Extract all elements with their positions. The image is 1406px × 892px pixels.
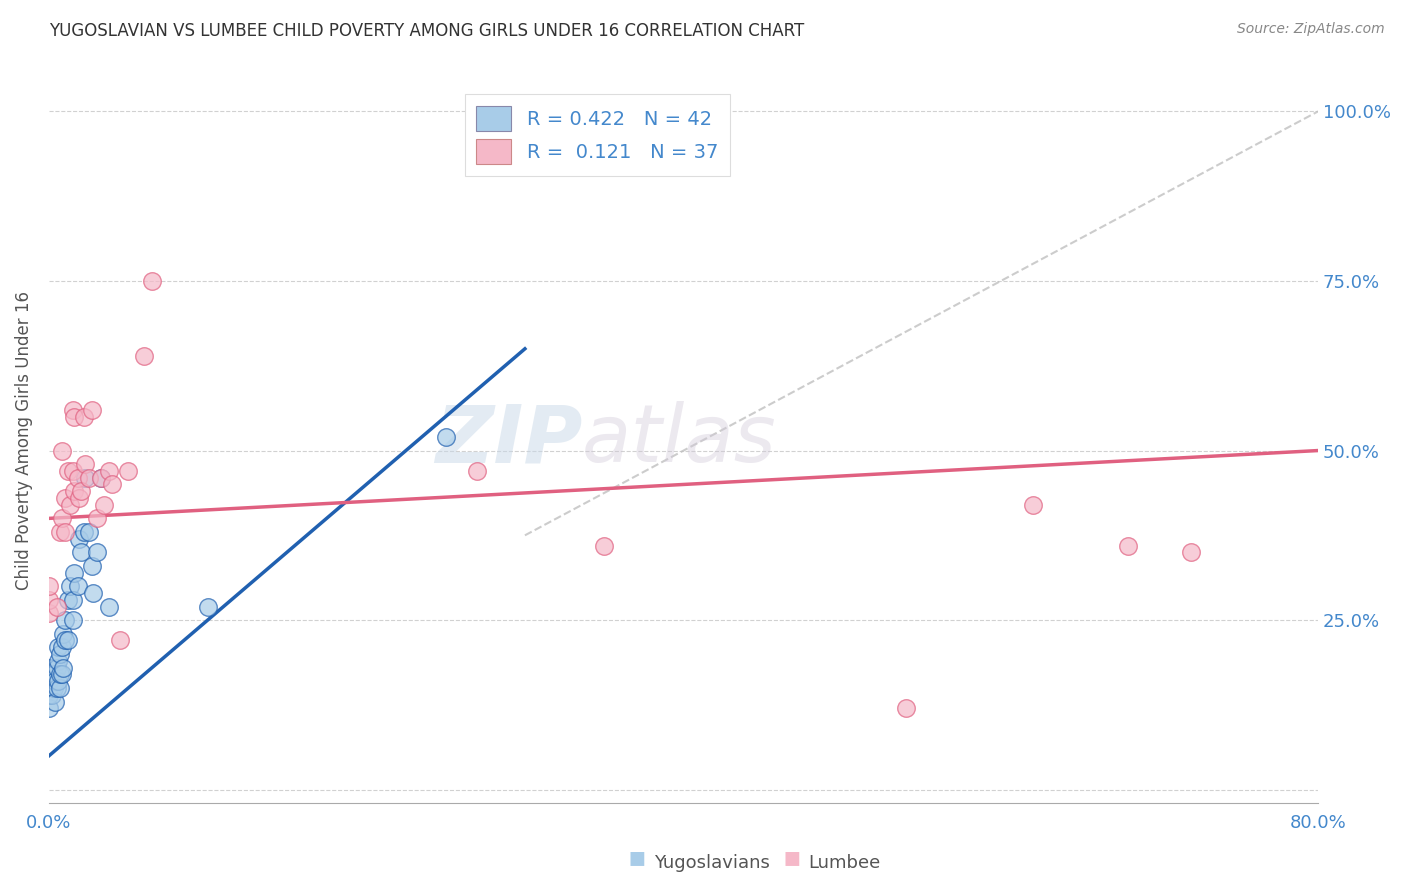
Point	[51, 640, 73, 655]
Text: Lumbee: Lumbee	[808, 855, 880, 872]
Point	[894, 701, 917, 715]
Point	[41, 688, 63, 702]
Point	[98, 599, 121, 614]
Text: Yugoslavians: Yugoslavians	[654, 855, 769, 872]
Point	[38, 688, 60, 702]
Point	[1180, 545, 1202, 559]
Point	[1021, 498, 1043, 512]
Point	[63, 409, 86, 424]
Point	[90, 471, 112, 485]
Point	[90, 471, 112, 485]
Point	[98, 464, 121, 478]
Point	[62, 613, 84, 627]
Point	[73, 409, 96, 424]
Point	[62, 464, 84, 478]
Point	[69, 545, 91, 559]
Point	[63, 484, 86, 499]
Point	[42, 667, 65, 681]
Point	[49, 667, 72, 681]
Point	[48, 640, 70, 655]
Point	[45, 681, 67, 695]
Point	[67, 491, 90, 505]
Point	[117, 464, 139, 478]
Point	[51, 443, 73, 458]
Point	[53, 633, 76, 648]
Text: ZIP: ZIP	[434, 401, 582, 479]
Point	[75, 457, 97, 471]
Point	[56, 633, 79, 648]
Point	[197, 599, 219, 614]
Point	[49, 647, 72, 661]
Point	[38, 607, 60, 621]
Point	[1116, 539, 1139, 553]
Point	[101, 477, 124, 491]
Point	[77, 524, 100, 539]
Text: YUGOSLAVIAN VS LUMBEE CHILD POVERTY AMONG GIRLS UNDER 16 CORRELATION CHART: YUGOSLAVIAN VS LUMBEE CHILD POVERTY AMON…	[49, 22, 804, 40]
Point	[63, 566, 86, 580]
Point	[62, 402, 84, 417]
Text: ▪: ▪	[627, 843, 647, 871]
Point	[58, 579, 80, 593]
Text: atlas: atlas	[582, 401, 776, 479]
Point	[75, 471, 97, 485]
Point	[77, 471, 100, 485]
Point	[53, 613, 76, 627]
Point	[67, 532, 90, 546]
Point	[69, 484, 91, 499]
Point	[38, 674, 60, 689]
Point	[49, 681, 72, 695]
Point	[48, 674, 70, 689]
Point	[52, 660, 75, 674]
Point	[86, 511, 108, 525]
Point	[593, 539, 616, 553]
Point	[141, 274, 163, 288]
Y-axis label: Child Poverty Among Girls Under 16: Child Poverty Among Girls Under 16	[15, 291, 32, 590]
Point	[56, 464, 79, 478]
Point	[93, 498, 115, 512]
Point	[73, 524, 96, 539]
Point	[42, 681, 65, 695]
Point	[53, 491, 76, 505]
Point	[44, 694, 66, 708]
Point	[58, 498, 80, 512]
Point	[86, 545, 108, 559]
Point	[82, 586, 104, 600]
Point	[48, 654, 70, 668]
Legend: R = 0.422   N = 42, R =  0.121   N = 37: R = 0.422 N = 42, R = 0.121 N = 37	[465, 95, 730, 176]
Point	[110, 633, 132, 648]
Point	[434, 430, 457, 444]
Point	[44, 674, 66, 689]
Point	[80, 402, 103, 417]
Point	[38, 701, 60, 715]
Point	[134, 349, 156, 363]
Point	[80, 558, 103, 573]
Text: ▪: ▪	[782, 843, 801, 871]
Point	[62, 592, 84, 607]
Point	[38, 592, 60, 607]
Point	[38, 579, 60, 593]
Point	[45, 660, 67, 674]
Point	[45, 599, 67, 614]
Point	[52, 626, 75, 640]
Point	[51, 511, 73, 525]
Point	[66, 471, 89, 485]
Point	[56, 592, 79, 607]
Point	[38, 660, 60, 674]
Point	[465, 464, 488, 478]
Point	[66, 579, 89, 593]
Point	[49, 524, 72, 539]
Point	[51, 667, 73, 681]
Point	[53, 524, 76, 539]
Text: Source: ZipAtlas.com: Source: ZipAtlas.com	[1237, 22, 1385, 37]
